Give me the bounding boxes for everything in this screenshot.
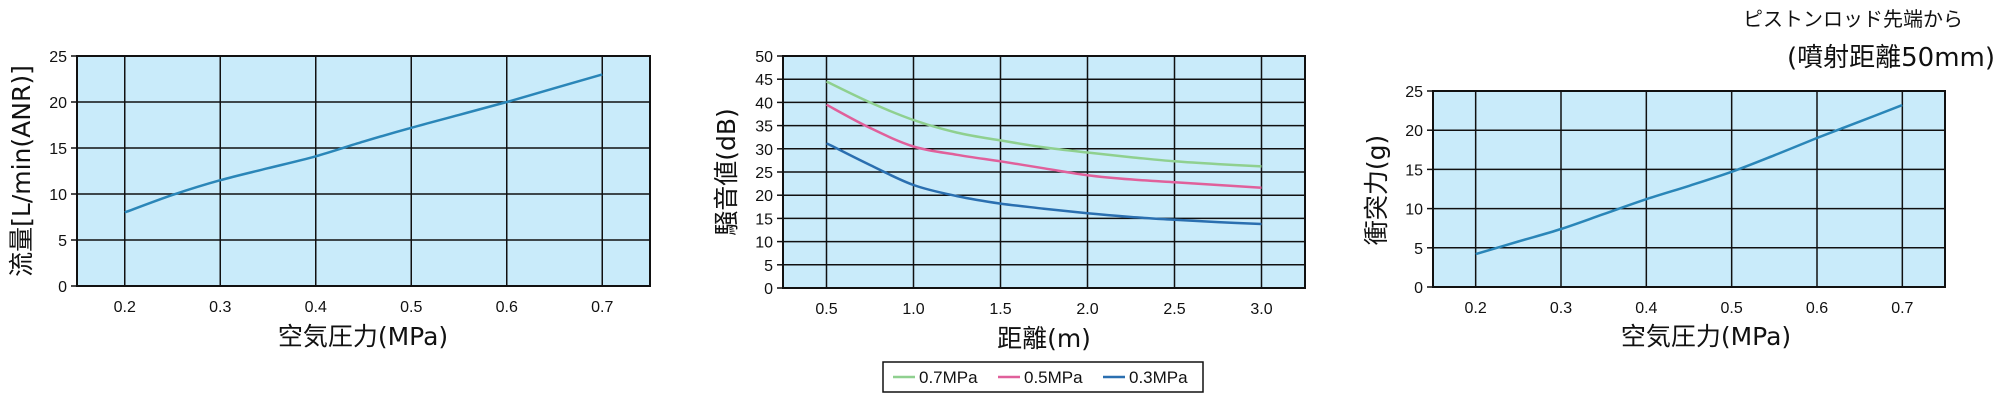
x-tick-label: 0.3 <box>1550 300 1572 317</box>
y-axis-label: 騒音値(dB) <box>712 108 741 236</box>
y-tick-label: 40 <box>755 95 773 112</box>
series-lines <box>825 80 1262 226</box>
y-axis-label: 流量[L/min(ANR)] <box>7 65 36 277</box>
series-lines <box>124 73 603 214</box>
legend-label: 0.3MPa <box>1129 368 1188 387</box>
y-tick-label: 0 <box>1414 280 1423 297</box>
y-tick-labels: 0 5 10 15 20 25 30 35 40 45 50 <box>755 49 773 298</box>
y-tick-labels: 0 5 10 15 20 25 <box>49 49 67 296</box>
y-tick-label: 50 <box>755 49 773 66</box>
y-tick-label: 30 <box>755 142 773 159</box>
x-tick-labels: 0.5 1.0 1.5 2.0 2.5 3.0 <box>815 301 1272 318</box>
x-axis-label: 空気圧力(MPa) <box>1621 322 1791 351</box>
y-tick-label: 5 <box>1414 241 1423 258</box>
x-tick-label: 0.4 <box>305 299 327 316</box>
plot-area <box>76 55 651 287</box>
x-tick-label: 0.5 <box>400 299 422 316</box>
y-tick-labels: 0 5 10 15 20 25 <box>1405 84 1423 297</box>
series-lines <box>1475 103 1903 256</box>
y-tick-label: 25 <box>755 165 773 182</box>
x-tick-labels: 0.2 0.3 0.4 0.5 0.6 0.7 <box>114 299 614 316</box>
chart-note-line1: ピストンロッド先端から <box>1743 7 1963 31</box>
x-tick-label: 3.0 <box>1250 301 1272 318</box>
y-tick-label: 0 <box>58 279 67 296</box>
y-tick-label: 35 <box>755 119 773 136</box>
x-tick-label: 0.5 <box>1721 300 1743 317</box>
y-tick-label: 25 <box>49 49 67 66</box>
x-tick-label: 0.3 <box>209 299 231 316</box>
y-tick-label: 20 <box>49 95 67 112</box>
x-tick-label: 0.5 <box>815 301 837 318</box>
x-axis-label: 距離(m) <box>997 324 1091 353</box>
legend: 0.7MPa 0.5MPa 0.3MPa <box>893 368 1188 387</box>
grid-lines <box>1427 90 1945 288</box>
x-tick-label: 0.6 <box>1806 300 1828 317</box>
x-axis-label: 空気圧力(MPa) <box>278 322 448 351</box>
x-tick-label: 0.7 <box>591 299 613 316</box>
series-line-1 <box>825 80 1262 168</box>
grid-lines <box>71 55 650 287</box>
x-tick-label: 0.7 <box>1891 300 1913 317</box>
series-line-1 <box>124 73 603 214</box>
chart-noise-level: 0.5 1.0 1.5 2.0 2.5 3.0 05101520253035404550 … <box>712 49 1306 393</box>
y-axis-label: 衝突力(g) <box>1362 135 1391 245</box>
x-tick-label: 0.2 <box>1465 300 1487 317</box>
chart-note-line2: (噴射距離50mm) <box>1787 43 1995 73</box>
x-tick-label: 1.5 <box>989 301 1011 318</box>
y-tick-label: 20 <box>755 188 773 205</box>
x-tick-label: 2.0 <box>1076 301 1098 318</box>
y-tick-label: 15 <box>755 211 773 228</box>
legend-label: 0.5MPa <box>1024 368 1083 387</box>
legend-label: 0.7MPa <box>919 368 978 387</box>
series-line-1 <box>1475 103 1903 256</box>
y-tick-label: 25 <box>1405 84 1423 101</box>
plot-area <box>1432 90 1946 288</box>
y-tick-label: 15 <box>49 141 67 158</box>
y-tick-label: 5 <box>764 258 773 275</box>
x-tick-label: 1.0 <box>902 301 924 318</box>
series-line-2 <box>825 103 1262 190</box>
y-tick-label: 20 <box>1405 123 1423 140</box>
chart-impact-force: ピストンロッド先端から (噴射距離50mm) 0.2 0.3 0.4 0.5 0.6 0.… <box>1362 7 1995 351</box>
y-tick-label: 10 <box>49 187 67 204</box>
y-tick-label: 15 <box>1405 162 1423 179</box>
legend-box <box>882 361 1204 393</box>
series-line-3 <box>825 142 1262 226</box>
x-tick-label: 2.5 <box>1163 301 1185 318</box>
y-tick-label: 10 <box>755 235 773 252</box>
y-tick-label: 10 <box>1405 202 1423 219</box>
y-tick-label: 0 <box>764 281 773 298</box>
x-tick-label: 0.4 <box>1635 300 1657 317</box>
x-tick-label: 0.2 <box>114 299 136 316</box>
x-tick-label: 0.6 <box>496 299 518 316</box>
y-tick-label: 5 <box>58 233 67 250</box>
y-tick-label: 45 <box>755 72 773 89</box>
x-tick-labels: 0.2 0.3 0.4 0.5 0.6 0.7 <box>1465 300 1914 317</box>
